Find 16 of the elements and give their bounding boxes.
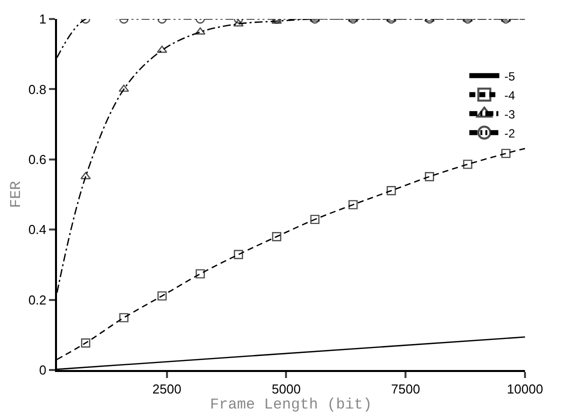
y-axis-title: FER xyxy=(8,180,26,208)
y-tick-label: 0.6 xyxy=(28,152,46,167)
legend-label: -2 xyxy=(504,126,516,140)
legend-label: -4 xyxy=(504,88,516,102)
x-tick-label: 2500 xyxy=(152,382,182,397)
y-tick-label: 0.4 xyxy=(28,222,46,238)
legend-label: -3 xyxy=(504,107,516,122)
x-tick-label: 5000 xyxy=(272,382,301,397)
y-tick-label: 0.2 xyxy=(28,292,46,308)
x-tick-label: 10000 xyxy=(506,382,544,397)
y-tick-label: 0.8 xyxy=(28,82,46,97)
x-axis-title: Frame Length (bit) xyxy=(210,396,372,414)
x-tick-label: 7500 xyxy=(391,382,420,397)
y-tick-label: 0 xyxy=(39,362,46,378)
y-tick-label: 1 xyxy=(39,12,46,27)
legend-label: -5 xyxy=(504,69,516,84)
